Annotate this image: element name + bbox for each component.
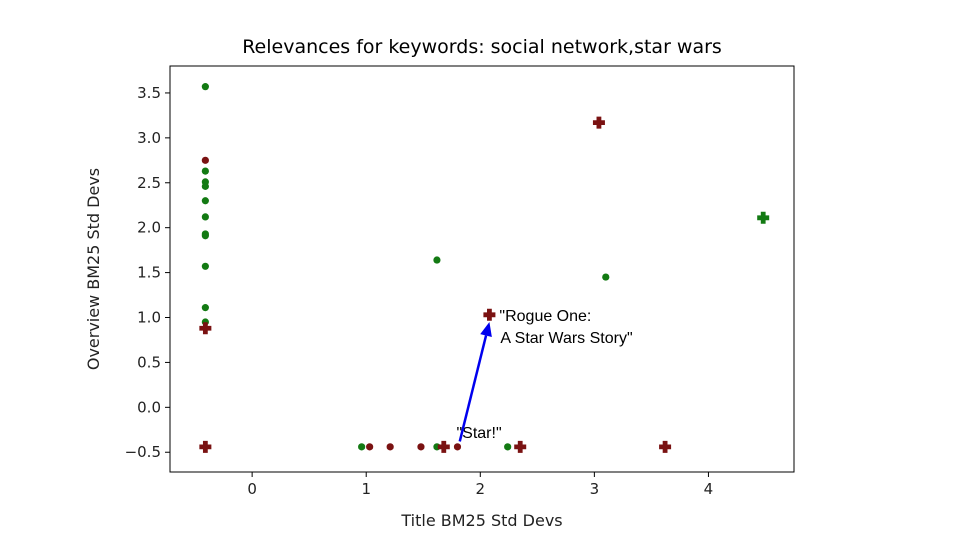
green-dot-point [201,262,209,270]
red-dot-point [453,443,462,451]
green-plus-point [757,211,770,224]
red-plus-point [437,440,450,453]
green-dot-point [201,304,209,312]
annotation-arrow-head [480,321,492,338]
data-points [199,83,770,453]
y-tick-label: −0.5 [125,443,161,461]
annotations: "Rogue One: A Star Wars Story" "Star!" [456,308,632,442]
green-dot-point [201,167,209,175]
annotation-arrow-shaft [458,335,488,442]
annotation-star: "Star!" [456,425,501,442]
red-plus-point [592,116,605,129]
plot-area-frame [169,65,795,473]
y-tick-label: 3.5 [137,84,161,102]
green-dot-point [358,443,366,451]
y-tick-label: 2.0 [137,219,161,237]
x-tick-label: 0 [247,480,257,498]
y-tick-label: 1.0 [137,309,161,327]
red-plus-point [514,440,527,453]
annotation-rogue-one-line: "Rogue One: [499,308,591,325]
y-tick-label: 1.5 [137,264,161,282]
green-dot-point [201,213,209,221]
red-plus-point [199,440,212,453]
y-axis-label: Overview BM25 Std Devs [84,168,103,370]
red-plus-point [483,308,496,321]
red-plus-point [199,322,212,335]
red-dot-point [201,156,209,164]
x-tick-label: 3 [590,480,600,498]
red-plus-point [659,440,672,453]
x-tick-label: 2 [476,480,486,498]
red-dot-point [417,443,425,451]
green-dot-point [504,443,512,451]
x-axis-label: Title BM25 Std Devs [400,511,562,530]
green-dot-point [433,256,441,264]
y-tick-label: 0.5 [137,353,161,371]
y-tick-label: 2.5 [137,174,161,192]
green-dot-point [201,232,209,240]
green-dot-point [201,83,209,91]
green-dot-point [201,197,209,205]
chart-title: Relevances for keywords: social network,… [242,36,722,58]
x-tick-label: 4 [704,480,714,498]
y-tick-label: 0.0 [137,398,161,416]
annotation-rogue-one-line: A Star Wars Story" [500,330,632,347]
y-tick-label: 3.0 [137,129,161,147]
green-dot-point [602,273,610,281]
y-axis: −0.5 0.0 0.5 1.0 1.5 2.0 2.5 3.0 3.5 [125,84,170,461]
green-dot-point [201,182,209,190]
x-tick-label: 1 [361,480,371,498]
x-axis: 0 1 2 3 4 [247,472,713,498]
red-dot-point [386,443,394,451]
red-dot-point [366,443,374,451]
